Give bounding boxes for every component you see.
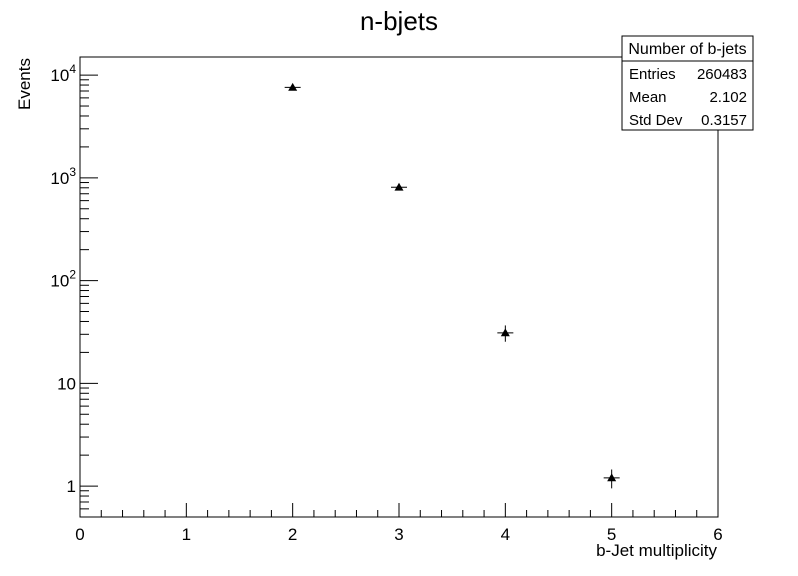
x-tick-label: 3 xyxy=(394,525,403,544)
y-tick-label: 10 xyxy=(57,374,76,393)
stats-box-title: Number of b-jets xyxy=(628,41,746,58)
x-tick-label: 6 xyxy=(713,525,722,544)
stats-stddev-value: 0.3157 xyxy=(701,112,747,129)
data-point xyxy=(497,325,514,342)
y-axis-label: Events xyxy=(15,58,34,110)
x-tick-label: 1 xyxy=(182,525,191,544)
x-tick-label: 0 xyxy=(75,525,84,544)
y-tick-label: 104 xyxy=(50,62,76,85)
triangle-marker xyxy=(500,328,510,337)
x-axis-ticks xyxy=(79,503,719,517)
triangle-marker xyxy=(288,82,298,91)
stats-box-frame xyxy=(621,35,754,131)
triangle-marker xyxy=(394,182,404,191)
x-axis-label: b-Jet multiplicity xyxy=(596,541,717,560)
y-axis-tick-labels: 1 10 102 103 104 xyxy=(50,62,76,496)
stats-entries-label: Entries xyxy=(629,66,676,83)
x-axis-tick-labels: 0 1 2 3 4 5 6 xyxy=(75,525,722,544)
x-tick-label: 4 xyxy=(501,525,510,544)
y-tick-label: 1 xyxy=(67,477,76,496)
chart-title: n-bjets xyxy=(360,6,438,36)
stats-box: Number of b-jets Entries 260483 Mean 2.1… xyxy=(621,35,754,131)
stats-mean-label: Mean xyxy=(629,89,667,106)
data-point xyxy=(391,182,407,191)
y-tick-label: 102 xyxy=(50,268,76,291)
data-points xyxy=(284,82,620,489)
x-tick-label: 2 xyxy=(288,525,297,544)
y-tick-label: 103 xyxy=(50,165,76,188)
x-tick-label: 5 xyxy=(607,525,616,544)
y-axis-ticks xyxy=(80,74,98,518)
data-point xyxy=(284,82,301,91)
stats-stddev-label: Std Dev xyxy=(629,112,683,129)
triangle-marker xyxy=(607,473,617,482)
stats-mean-value: 2.102 xyxy=(709,89,747,106)
stats-entries-value: 260483 xyxy=(697,66,747,83)
data-point xyxy=(603,469,620,489)
